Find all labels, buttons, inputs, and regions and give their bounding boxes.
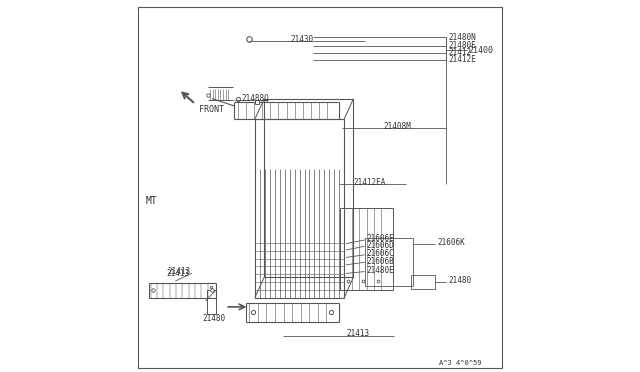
Bar bbox=[365, 238, 413, 286]
Text: A^3 4^0^59: A^3 4^0^59 bbox=[439, 360, 481, 366]
Text: MT: MT bbox=[145, 196, 157, 206]
Text: 21606K: 21606K bbox=[437, 238, 465, 247]
Text: 21408M: 21408M bbox=[383, 122, 411, 131]
Text: 21413: 21413 bbox=[166, 269, 190, 278]
Text: 21413: 21413 bbox=[346, 329, 369, 338]
Text: FRONT: FRONT bbox=[199, 105, 224, 114]
Text: 21480: 21480 bbox=[202, 314, 225, 323]
Text: 21606B: 21606B bbox=[367, 257, 394, 266]
Text: 21400: 21400 bbox=[468, 46, 494, 55]
Text: 21412EA: 21412EA bbox=[353, 178, 386, 187]
Text: 21606C: 21606C bbox=[367, 249, 394, 258]
Text: 21480: 21480 bbox=[449, 276, 472, 285]
Text: 21606D: 21606D bbox=[367, 241, 394, 250]
Text: 21480E: 21480E bbox=[449, 41, 476, 50]
Bar bbox=[255, 119, 344, 298]
Bar bbox=[207, 290, 216, 314]
Text: 21430: 21430 bbox=[291, 35, 314, 44]
Text: 21480N: 21480N bbox=[449, 33, 476, 42]
Text: 21480E: 21480E bbox=[367, 266, 394, 275]
Text: 21413: 21413 bbox=[168, 267, 191, 276]
Text: 21488Q: 21488Q bbox=[242, 94, 269, 103]
Bar bbox=[411, 275, 435, 289]
Text: 21412E: 21412E bbox=[449, 55, 476, 64]
Bar bbox=[264, 99, 353, 277]
Text: 21412: 21412 bbox=[449, 48, 472, 57]
Text: 21606E: 21606E bbox=[367, 234, 394, 243]
